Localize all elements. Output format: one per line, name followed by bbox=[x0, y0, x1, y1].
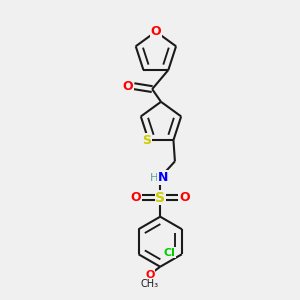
Text: O: O bbox=[179, 191, 190, 204]
Text: N: N bbox=[158, 171, 168, 184]
Text: O: O bbox=[151, 25, 161, 38]
Text: O: O bbox=[131, 191, 141, 204]
Text: CH₃: CH₃ bbox=[141, 279, 159, 289]
Text: S: S bbox=[142, 134, 152, 147]
Text: Cl: Cl bbox=[164, 248, 175, 258]
Text: H: H bbox=[149, 172, 158, 182]
Text: O: O bbox=[123, 80, 133, 93]
Text: O: O bbox=[145, 270, 154, 280]
Text: S: S bbox=[155, 190, 165, 205]
